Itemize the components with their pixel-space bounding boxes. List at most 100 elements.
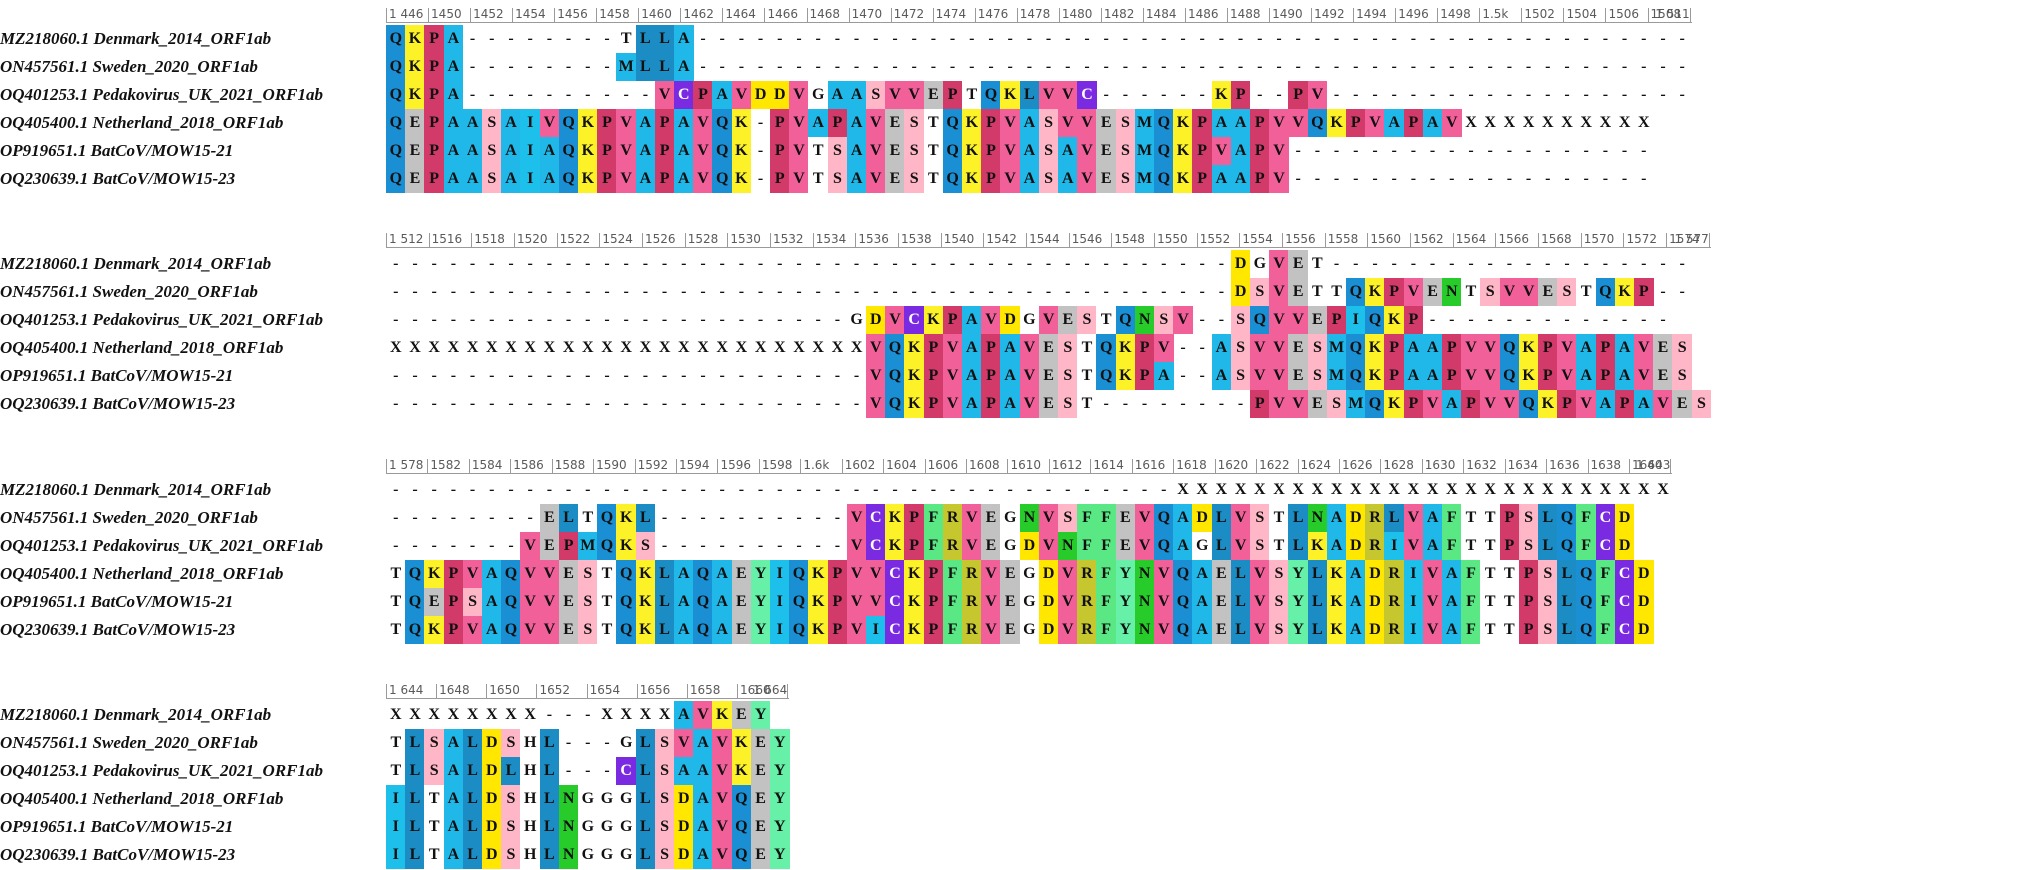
residue-cell: S — [1038, 137, 1059, 165]
residue-cell: X — [1407, 481, 1420, 498]
residue-cell: I — [520, 137, 540, 165]
residue-cell: L — [1538, 532, 1558, 560]
gap-cell: - — [1410, 30, 1417, 47]
residue-cell: A — [1211, 165, 1232, 193]
residue-cell: M — [578, 532, 598, 560]
gap-cell: - — [1065, 283, 1071, 300]
residue-cell: A — [1576, 334, 1596, 362]
residue-cell: X — [601, 706, 613, 723]
sequence-name: ON457561.1 Sweden_2020_ORF1ab — [0, 508, 258, 527]
residue-cell: I — [386, 785, 406, 813]
residue-cell: K — [731, 757, 752, 785]
residue-cell: V — [1576, 390, 1596, 418]
residue-cell: V — [1000, 137, 1020, 165]
residue-cell: Q — [1557, 504, 1577, 532]
residue-cell: A — [1422, 109, 1443, 137]
gap-cell: - — [1161, 395, 1167, 412]
residue-cell: P — [770, 137, 790, 165]
gap-cell: - — [681, 395, 687, 412]
residue-cell: T — [424, 813, 444, 841]
ruler-tick — [468, 459, 470, 473]
residue-cell: S — [1115, 165, 1136, 193]
ruler-position-label: 1602 — [844, 458, 876, 472]
gap-cell: - — [546, 706, 553, 723]
residue-cell: V — [885, 306, 905, 334]
sequence-name: ON457561.1 Sweden_2020_ORF1ab — [0, 733, 258, 752]
residue-cell: N — [1442, 278, 1462, 306]
residue-cell: A — [635, 165, 656, 193]
residue-cell: T — [1096, 306, 1116, 334]
residue-cell: V — [1019, 362, 1040, 390]
residue-cell: E — [558, 616, 579, 644]
gap-cell: - — [1449, 311, 1455, 328]
gap-cell: - — [508, 283, 514, 300]
residue-cell: X — [658, 339, 671, 356]
ruler-position-label: 1458 — [599, 7, 630, 21]
residue-cell: A — [1346, 588, 1366, 616]
gap-cell: - — [681, 509, 687, 526]
residue-cell: V — [1269, 306, 1289, 334]
ruler-tick — [787, 684, 789, 698]
gap-cell: - — [1218, 255, 1225, 272]
gap-cell: - — [796, 58, 802, 75]
ruler-position-label: 1480 — [1061, 7, 1093, 21]
gap-cell: - — [1545, 255, 1551, 272]
gap-cell: - — [661, 367, 668, 384]
residue-cell: V — [1269, 250, 1289, 278]
gap-cell: - — [546, 395, 553, 412]
ruler-position-label: 1554 — [1242, 232, 1273, 246]
residue-cell: P — [1403, 306, 1424, 334]
ruler-tick — [428, 8, 430, 22]
residue-cell: I — [386, 841, 406, 869]
gap-cell: - — [1372, 170, 1378, 187]
gap-cell: - — [1218, 395, 1225, 412]
ruler-tick — [890, 8, 892, 22]
residue-cell: K — [885, 532, 905, 560]
residue-cell: P — [1634, 278, 1654, 306]
gap-cell: - — [1237, 395, 1244, 412]
residue-cell: K — [1365, 362, 1385, 390]
ruler-position-label: 1638 — [1590, 458, 1622, 472]
ruler-position-label: 1524 — [602, 232, 633, 246]
residue-cell: K — [808, 616, 828, 644]
residue-cell: P — [443, 616, 464, 644]
residue-cell: F — [1096, 616, 1116, 644]
residue-cell: L — [1230, 616, 1251, 644]
residue-cell: H — [520, 757, 540, 785]
gap-cell: - — [1122, 58, 1129, 75]
gap-cell: - — [642, 395, 649, 412]
residue-cell: A — [1403, 362, 1424, 390]
residue-cell: K — [616, 532, 636, 560]
gap-cell: - — [1026, 283, 1033, 300]
gap-cell: - — [393, 395, 399, 412]
ruler-position-label: 1466 — [767, 7, 798, 21]
residue-cell: L — [635, 785, 656, 813]
gap-cell: - — [700, 395, 706, 412]
gap-cell: - — [1026, 58, 1033, 75]
ruler-tick — [427, 459, 429, 473]
gap-cell: - — [393, 283, 399, 300]
residue-cell: V — [1480, 362, 1500, 390]
gap-cell: - — [719, 481, 725, 498]
residue-cell: V — [962, 532, 982, 560]
gap-cell: - — [469, 86, 476, 103]
residue-cell: S — [1538, 588, 1558, 616]
residue-cell: A — [501, 109, 521, 137]
sequence-name: ON457561.1 Sweden_2020_ORF1ab — [0, 282, 258, 301]
residue-cell: V — [1442, 109, 1462, 137]
ruler-tick — [764, 8, 766, 22]
residue-cell: K — [424, 560, 444, 588]
ruler-tick — [596, 8, 598, 22]
residue-cell: A — [635, 137, 656, 165]
gap-cell: - — [1487, 142, 1493, 159]
residue-cell: K — [578, 137, 598, 165]
residue-cell: V — [462, 560, 483, 588]
ruler-position-label: 1 643 — [1636, 458, 1671, 472]
residue-cell: V — [866, 165, 886, 193]
gap-cell: - — [1122, 30, 1129, 47]
ruler-tick — [1580, 233, 1582, 247]
gap-cell: - — [930, 30, 937, 47]
residue-cell: A — [693, 757, 713, 785]
residue-cell: A — [443, 841, 464, 869]
gap-cell: - — [546, 283, 553, 300]
